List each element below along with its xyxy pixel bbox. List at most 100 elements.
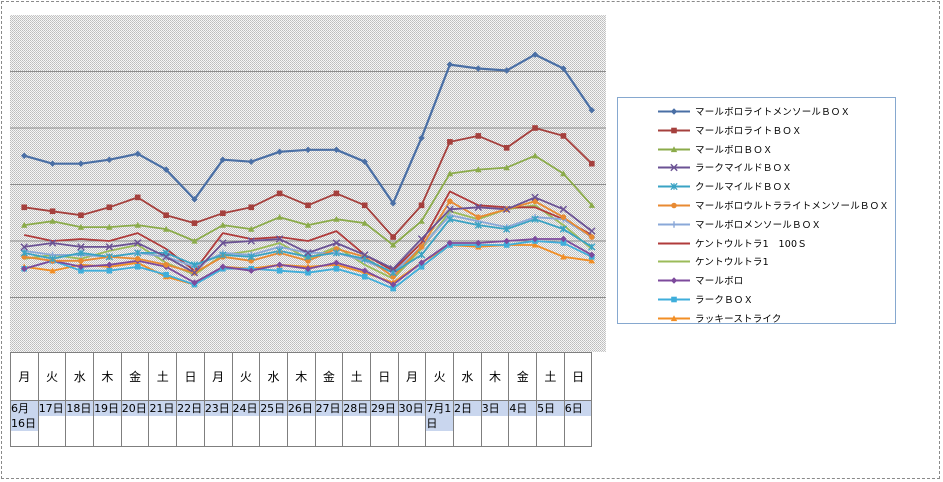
series-6-point-5-marker <box>134 256 141 262</box>
x-tick-label-date: 17日 <box>38 401 65 416</box>
legend-label: ラッキーストライク <box>695 313 782 325</box>
series-5-point-16-marker <box>446 215 454 223</box>
series-5-point-9-marker <box>247 253 255 261</box>
x-tick-label-date-cell: 22日 <box>176 400 205 447</box>
x-tick-label-day: 水 <box>65 352 95 401</box>
series-5-point-20-marker <box>559 225 568 233</box>
x-tick-label-day: 月 <box>203 352 233 401</box>
legend-label: クールマイルドＢＯＸ <box>695 182 793 194</box>
series-2-point-10-marker <box>276 190 283 197</box>
series-3-point-18-marker <box>503 164 510 171</box>
legend-label: マールボロ <box>695 276 744 288</box>
series-4-point-5-marker <box>134 239 142 247</box>
legend-label: マールボロライトＢＯＸ <box>695 125 802 137</box>
x-tick-label-date-cell: 25日 <box>259 400 288 447</box>
series-4-point-6-marker <box>162 253 170 261</box>
x-tick-label-day: 土 <box>148 352 178 401</box>
x-tick-label-date: 19日 <box>94 401 121 416</box>
legend-item: マールボロＢＯＸ <box>618 140 897 159</box>
x-tick-label-date-cell: 23日 <box>203 400 233 447</box>
legend-swatch-marker <box>671 296 677 303</box>
series-5-point-5-marker <box>134 249 142 257</box>
series-12-point-21-marker <box>588 257 596 264</box>
date-row: 6月16日 17日 18日 19日 20日 21日 22日 23日 24日 25日 26日 27日 28… <box>10 400 593 447</box>
series-2-point-14-marker <box>390 234 396 240</box>
legend-label: マールボロウルトラライトメンソールＢＯＸ <box>695 201 890 212</box>
series-3-point-2-marker <box>49 217 56 224</box>
series-2-point-7-marker <box>191 220 198 226</box>
series-6-point-14-marker <box>390 273 396 280</box>
series-line-8 <box>24 190 593 272</box>
legend-item: ケントウルトラ1 100Ｓ <box>618 234 897 253</box>
series-6-point-6-marker <box>163 261 169 268</box>
legend-swatch <box>658 108 690 115</box>
series-11-point-11-marker <box>305 269 311 276</box>
series-4-point-21-marker <box>588 227 596 235</box>
x-tick-label-day: 木 <box>286 352 316 401</box>
series-3-point-15-marker <box>418 217 425 224</box>
series-5-point-7-marker <box>190 261 199 269</box>
series-6-point-17-marker <box>475 214 482 220</box>
series-11-point-6-marker <box>163 271 169 278</box>
series-1-point-15-marker <box>418 134 425 142</box>
series-1-point-12-marker <box>333 146 340 153</box>
series-1-point-4-marker <box>106 156 113 163</box>
x-tick-label-date-cell: 2日 <box>453 400 482 447</box>
series-4-point-8-marker <box>219 239 227 247</box>
series-6-point-15-marker <box>418 244 425 250</box>
x-tick-label-day: 土 <box>342 352 371 401</box>
x-tick-label-date: 5日 <box>537 401 564 416</box>
series-6-point-20-marker <box>560 214 567 220</box>
series-3-point-17-marker <box>475 166 482 173</box>
series-4-point-1-marker <box>20 243 28 251</box>
x-tick-label-day: 日 <box>369 352 399 401</box>
series-3-point-13-marker <box>361 219 368 226</box>
series-2-point-17-marker <box>475 133 482 139</box>
legend-swatch-marker <box>670 315 678 321</box>
x-tick-label-date-cell: 3日 <box>480 400 510 447</box>
x-tick-label-day: 木 <box>93 352 122 401</box>
series-6-point-21-marker <box>589 234 595 240</box>
legend-item: ケントウルトラ1 <box>618 252 897 271</box>
x-tick-label-day: 月 <box>10 352 39 401</box>
series-3-point-21-marker <box>588 202 596 208</box>
series-3-point-10-marker <box>276 214 283 220</box>
series-11-point-12-marker <box>333 265 340 272</box>
series-1-point-9-marker <box>248 158 255 165</box>
legend-swatch-marker <box>671 127 677 134</box>
series-12-point-2-marker <box>49 267 56 274</box>
series-11-point-4-marker <box>106 267 113 274</box>
series-3-point-16-marker <box>446 170 454 177</box>
series-4-point-16-marker <box>446 205 454 213</box>
x-tick-label-date: 23日 <box>204 401 232 416</box>
series-2-point-2-marker <box>49 208 56 215</box>
series-2-point-16-marker <box>447 139 453 145</box>
series-3-point-11-marker <box>304 221 312 228</box>
series-2-point-18-marker <box>503 145 510 151</box>
series-2-point-19-marker <box>532 125 538 131</box>
legend-item: ラッキーストライク <box>618 309 897 328</box>
series-1-point-5-marker <box>134 150 141 157</box>
series-10-point-14-marker <box>389 281 397 288</box>
legend-swatch <box>658 202 690 209</box>
series-3-point-4-marker <box>106 223 113 230</box>
series-1-point-6-marker <box>162 166 170 173</box>
series-3-point-20-marker <box>560 170 567 177</box>
legend-swatch <box>658 242 690 245</box>
series-2-point-5-marker <box>134 194 141 201</box>
x-tick-label-date-cell: 28日 <box>342 400 371 447</box>
series-4-point-11-marker <box>304 249 312 257</box>
series-5-point-17-marker <box>474 221 482 229</box>
series-3-point-12-marker <box>333 215 340 222</box>
series-4-point-20-marker <box>559 205 568 213</box>
x-tick-label-day: 木 <box>480 352 510 401</box>
series-6-point-12-marker <box>333 246 340 252</box>
legend-swatch-marker <box>670 183 678 191</box>
x-tick-label-day: 日 <box>563 352 593 401</box>
x-tick-label-date-cell: 5日 <box>536 400 565 447</box>
series-5-point-18-marker <box>503 225 511 233</box>
series-11-point-14-marker <box>390 285 396 292</box>
legend-label: マールボロメンソールＢＯＸ <box>695 219 822 231</box>
x-tick-label-day: 火 <box>231 352 261 401</box>
series-11-point-18-marker <box>503 242 510 248</box>
